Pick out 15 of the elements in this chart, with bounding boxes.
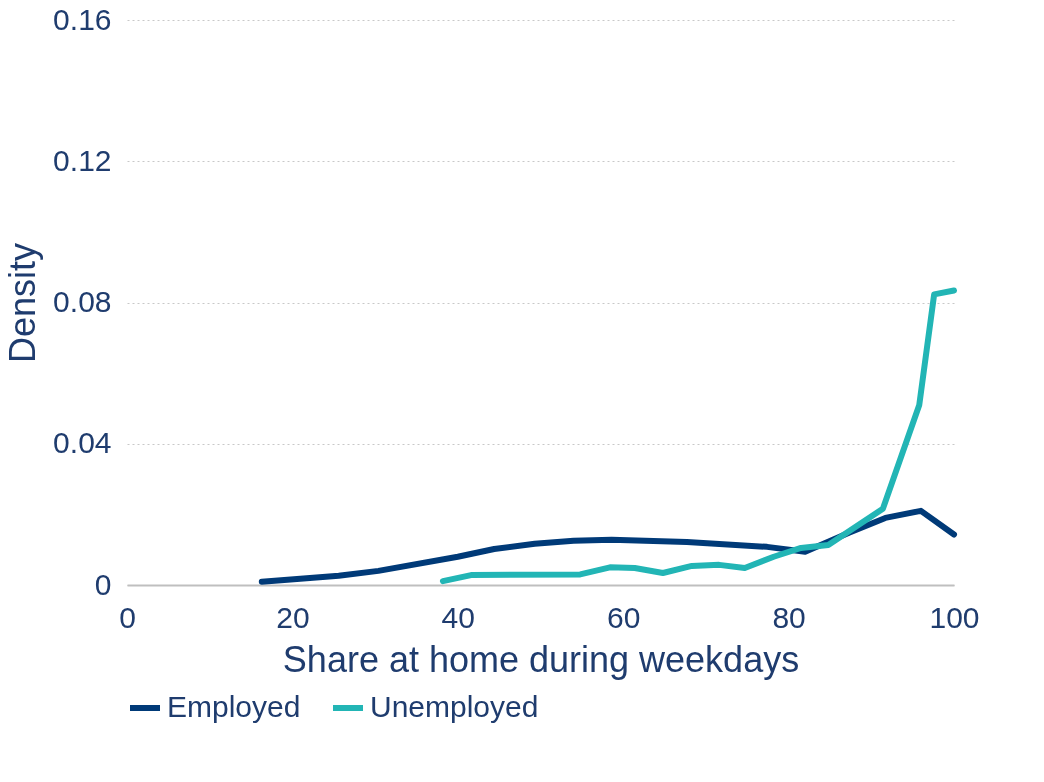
legend-label: Unemployed — [370, 690, 539, 723]
y-tick-label: 0 — [94, 567, 112, 601]
x-tick-label: 60 — [607, 600, 641, 634]
y-tick-label: 0.08 — [53, 285, 112, 318]
x-tick-label: 20 — [276, 600, 310, 634]
y-axis-title: Density — [2, 242, 44, 364]
y-tick-label: 0.04 — [53, 426, 112, 460]
y-tick-label: 0.12 — [53, 143, 112, 177]
y-tick-label: 0.16 — [53, 2, 112, 36]
x-tick-label: 0 — [119, 600, 136, 634]
x-axis-title: Share at home during weekdays — [282, 638, 800, 680]
x-tick-label: 80 — [772, 600, 806, 634]
legend-label: Employed — [167, 690, 301, 723]
x-tick-label: 100 — [929, 600, 980, 634]
x-tick-label: 40 — [441, 600, 475, 634]
